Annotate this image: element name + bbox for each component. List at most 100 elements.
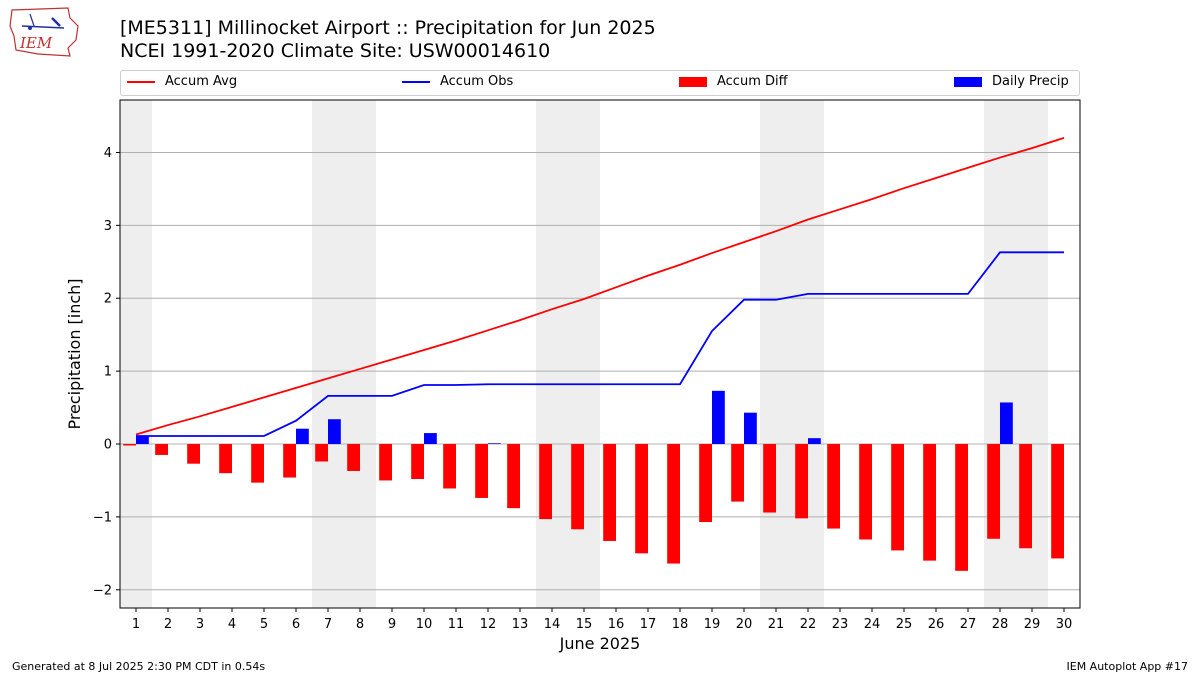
y-tick-label: −2	[93, 583, 112, 598]
legend-item-daily-precip: Daily Precip	[954, 74, 1069, 89]
legend-swatch-accum-obs	[402, 80, 430, 83]
x-tick-label: 24	[864, 617, 881, 632]
x-tick-label: 26	[928, 617, 945, 632]
accum-diff-bar	[795, 444, 808, 519]
weekend-shade	[120, 100, 152, 608]
accum-avg-line	[135, 137, 1065, 436]
legend-swatch-accum-avg	[127, 80, 155, 83]
x-tick-label: 18	[672, 617, 689, 632]
iem-logo: IEM	[9, 7, 79, 57]
legend-item-accum-obs: Accum Obs	[402, 74, 513, 89]
footer-app-label: IEM Autoplot App #17	[1066, 660, 1189, 673]
y-tick-label: 1	[104, 365, 112, 380]
x-tick-label: 12	[480, 617, 497, 632]
accum-diff-bar	[347, 444, 360, 471]
x-tick-label: 10	[416, 617, 433, 632]
daily-precip-bar	[1000, 402, 1013, 445]
x-tick-label: 14	[544, 617, 561, 632]
daily-precip-bar	[488, 443, 501, 445]
legend-item-accum-avg: Accum Avg	[127, 74, 237, 89]
legend-swatch-accum-diff	[679, 76, 707, 87]
accum-diff-bar	[699, 444, 712, 522]
accum-diff-bar	[987, 444, 1000, 539]
x-tick-label: 19	[704, 617, 721, 632]
y-tick-label: 3	[104, 219, 112, 234]
accum-diff-bar	[123, 444, 136, 446]
daily-precip-bar	[328, 419, 341, 445]
accum-diff-bar	[1019, 444, 1032, 549]
accum-diff-bar	[603, 444, 616, 541]
accum-diff-bar	[411, 444, 424, 479]
x-tick-label: 21	[768, 617, 785, 632]
accum-diff-bar	[155, 444, 168, 455]
x-tick-label: 7	[324, 617, 332, 632]
daily-precip-bar	[296, 428, 309, 445]
x-tick-label: 4	[228, 617, 236, 632]
accum-diff-bar	[955, 444, 968, 571]
accum-diff-bar	[539, 444, 552, 520]
x-tick-label: 28	[992, 617, 1009, 632]
x-tick-label: 20	[736, 617, 753, 632]
x-tick-label: 29	[1024, 617, 1041, 632]
x-tick-label: 30	[1056, 617, 1073, 632]
y-tick-label: −1	[93, 510, 112, 525]
y-tick-label: 2	[104, 292, 112, 307]
x-tick-label: 25	[896, 617, 913, 632]
legend-label-daily-precip: Daily Precip	[992, 74, 1069, 89]
chart-subtitle: NCEI 1991-2020 Climate Site: USW00014610	[120, 40, 551, 62]
accum-diff-bar	[187, 444, 200, 464]
x-tick-label: 15	[576, 617, 593, 632]
accum-diff-bar	[891, 444, 904, 551]
x-tick-label: 9	[388, 617, 396, 632]
x-tick-label: 11	[448, 617, 465, 632]
x-tick-label: 22	[800, 617, 817, 632]
accum-diff-bar	[635, 444, 648, 554]
x-tick-label: 2	[164, 617, 172, 632]
x-tick-label: 23	[832, 617, 849, 632]
accum-diff-bar	[859, 444, 872, 540]
legend-label-accum-obs: Accum Obs	[440, 74, 514, 89]
accum-diff-bar	[315, 444, 328, 462]
plot-frame	[119, 99, 1081, 609]
legend-swatch-daily-precip	[954, 76, 982, 87]
daily-precip-bar	[424, 433, 437, 445]
weekend-shade	[312, 100, 344, 608]
accum-diff-bar	[507, 444, 520, 509]
chart-legend: Accum Avg Accum Obs Accum Diff Daily Pre…	[120, 70, 1080, 96]
weekend-shade	[760, 100, 792, 608]
accum-diff-bar	[219, 444, 232, 474]
weekend-shade	[792, 100, 824, 608]
y-tick-label: 4	[104, 146, 112, 161]
accum-diff-bar	[827, 444, 840, 529]
x-tick-label: 16	[608, 617, 625, 632]
accum-diff-bar	[251, 444, 264, 483]
legend-label-accum-avg: Accum Avg	[165, 74, 238, 89]
chart-title: [ME5311] Millinocket Airport :: Precipit…	[120, 17, 656, 39]
x-tick-label: 17	[640, 617, 657, 632]
accum-diff-bar	[667, 444, 680, 564]
weekend-shade	[344, 100, 376, 608]
x-tick-label: 6	[292, 617, 300, 632]
accum-diff-bar	[923, 444, 936, 561]
accum-diff-bar	[763, 444, 776, 513]
x-tick-label: 8	[356, 617, 364, 632]
accum-obs-line	[136, 251, 1064, 437]
x-tick-label: 1	[132, 617, 140, 632]
x-tick-label: 27	[960, 617, 977, 632]
legend-label-accum-diff: Accum Diff	[717, 74, 788, 89]
accum-diff-bar	[475, 444, 488, 498]
x-axis-label: June 2025	[559, 634, 641, 653]
x-tick-label: 13	[512, 617, 529, 632]
weekend-shade	[568, 100, 600, 608]
accum-diff-bar	[1051, 444, 1064, 559]
svg-text:IEM: IEM	[19, 34, 53, 52]
weekend-shade	[536, 100, 568, 608]
daily-precip-bar	[136, 435, 149, 445]
accum-diff-bar	[283, 444, 296, 478]
footer-generated-text: Generated at 8 Jul 2025 2:30 PM CDT in 0…	[12, 660, 266, 673]
accum-diff-bar	[731, 444, 744, 502]
accum-diff-bar	[379, 444, 392, 481]
x-tick-label: 5	[260, 617, 268, 632]
x-tick-label: 3	[196, 617, 204, 632]
